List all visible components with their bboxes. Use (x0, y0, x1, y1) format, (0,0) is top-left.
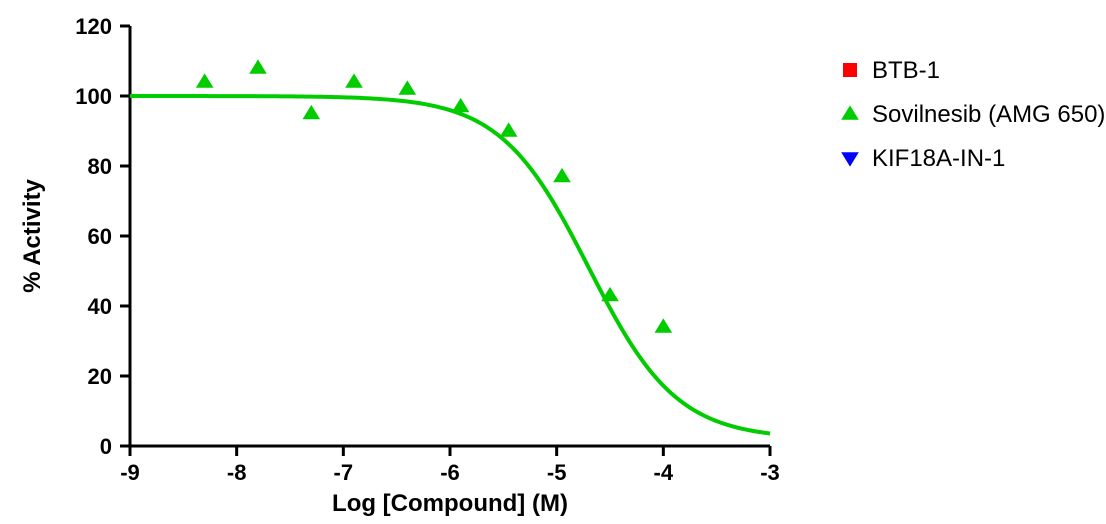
x-tick-label: -8 (227, 460, 247, 485)
y-tick-label: 100 (75, 84, 112, 109)
x-tick-label: -7 (334, 460, 354, 485)
x-axis-label: Log [Compound] (M) (332, 490, 568, 517)
dose-response-chart: -9 -8 -7 -6 -5 -4 -3 0 20 40 60 80 100 120 Log [Compou… (0, 0, 1106, 524)
legend-item: Sovilnesib (AMG 650) (841, 101, 1105, 128)
chart-container: -9 -8 -7 -6 -5 -4 -3 0 20 40 60 80 100 120 Log [Compou… (0, 0, 1106, 524)
legend-label: KIF18A-IN-1 (872, 145, 1005, 172)
y-tick-label: 120 (75, 14, 112, 39)
x-tick-label: -6 (440, 460, 460, 485)
y-tick-label: 60 (88, 224, 112, 249)
y-tick-label: 20 (88, 364, 112, 389)
legend-label: BTB-1 (872, 57, 940, 84)
y-tick-label: 0 (100, 434, 112, 459)
x-tick-label: -5 (547, 460, 567, 485)
y-axis-label: % Activity (19, 178, 46, 292)
x-tick-label: -3 (760, 460, 780, 485)
y-tick-label: 40 (88, 294, 112, 319)
x-tick-label: -9 (120, 460, 140, 485)
legend-label: Sovilnesib (AMG 650) (872, 101, 1105, 128)
x-tick-label: -4 (654, 460, 674, 485)
y-tick-label: 80 (88, 154, 112, 179)
